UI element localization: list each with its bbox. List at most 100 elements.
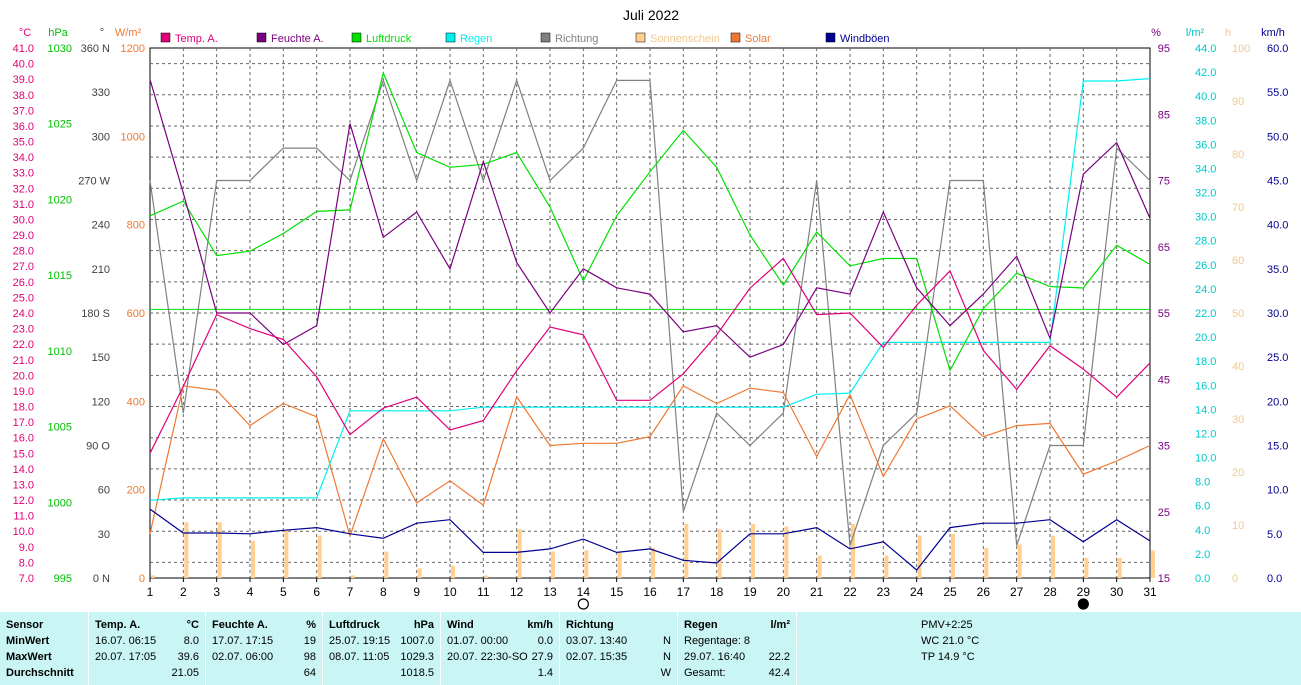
temp-tick-label: 9.0: [19, 542, 34, 554]
temp-tick-label: 7.0: [19, 573, 34, 585]
stats-col-rain: Regen l/m² Regentage: 8 29.07. 16:40 22.2 …: [678, 612, 797, 685]
temp-tick-label: 40.0: [13, 59, 34, 71]
legend-swatch: [351, 32, 362, 43]
solar-tick-label: 0: [139, 573, 145, 585]
sunshine-bar: [1151, 550, 1155, 578]
direction-tick-label: 330: [92, 87, 110, 99]
temp-tick-label: 30.0: [13, 214, 34, 226]
temp-tick-label: 16.0: [13, 433, 34, 445]
sunshine-bar: [951, 534, 955, 578]
temp-tick-label: 31.0: [13, 199, 34, 211]
x-tick-label: 5: [280, 585, 287, 599]
temp-tick-label: 24.0: [13, 308, 34, 320]
gust-tick-label: 30.0: [1267, 308, 1288, 320]
legend-swatch: [160, 32, 171, 43]
temp-tick-label: 23.0: [13, 324, 34, 336]
humidity-max-value: 98: [303, 651, 316, 663]
pressure-max-time: 08.07. 11:05: [329, 651, 390, 663]
gust-tick-label: 25.0: [1267, 352, 1288, 364]
x-tick-label: 3: [213, 585, 220, 599]
series-line-solar: [149, 385, 1151, 539]
rain-tick-label: 44.0: [1195, 43, 1216, 55]
direction-tick-label: 60: [98, 485, 110, 497]
sunshine-tick-label: 50: [1232, 308, 1244, 320]
rain-tick-label: 38.0: [1195, 115, 1216, 127]
solar-tick-label: 400: [127, 396, 145, 408]
temp-tick-label: 15.0: [13, 448, 34, 460]
pmv-header: PMV+2:25: [921, 619, 973, 631]
rain-tick-label: 14.0: [1195, 404, 1216, 416]
sunshine-tick-label: 80: [1232, 149, 1244, 161]
left-axes: 7.0 8.0 9.0 10.0 11.0 12.0 13.0 14.0 15.0 16.0 17.…: [13, 43, 145, 585]
series-line-temp-a: [149, 257, 1151, 454]
sunshine-bar: [484, 575, 489, 578]
humidity-avg-value: 64: [303, 667, 316, 679]
temp-tick-label: 41.0: [13, 43, 34, 55]
series-lines: [149, 71, 1151, 571]
solar-unit-label: W/m²: [115, 27, 142, 39]
direction-tick-label: 210: [92, 264, 110, 276]
direction-max-time: 02.07. 15:35: [566, 651, 628, 663]
solar-tick-label: 200: [127, 485, 145, 497]
x-axis: 1 2 3 4 5 6 7 8 9 10 11 12 13 14 15 16 17 18 19 20 21 22 23 24 2…: [147, 578, 1157, 610]
gust-tick-label: 55.0: [1267, 87, 1288, 99]
chart-legend: Temp. A. Feuchte A. Luftdruck Regen Richtung…: [160, 32, 890, 45]
rain-tick-label: 26.0: [1195, 260, 1216, 272]
new-moon-icon: [1077, 598, 1089, 610]
wind-max-value: 27.9: [531, 651, 553, 663]
sunshine-tick-label: 60: [1232, 255, 1244, 267]
temp-unit-label: °C: [19, 27, 31, 39]
gust-tick-label: 5.0: [1267, 529, 1282, 541]
sunshine-tick-label: 10: [1232, 520, 1244, 532]
legend-label: Richtung: [555, 33, 598, 45]
gust-tick-label: 0.0: [1267, 573, 1282, 585]
sunshine-bar: [217, 522, 222, 578]
sunshine-bar: [251, 540, 255, 578]
wind-unit: km/h: [527, 619, 553, 631]
series-line-windböen: [149, 508, 1151, 571]
x-tick-label: 29: [1077, 585, 1091, 599]
weather-chart: Juli 2022 °C hPa ° W/m²% l/m² h km/h Temp. A. F…: [13, 7, 1288, 610]
wind-min-value: 0.0: [537, 635, 553, 647]
humidity-tick-label: 85: [1158, 109, 1170, 121]
x-tick-label: 18: [710, 585, 724, 599]
row-label-avg: Durchschnitt: [6, 667, 74, 679]
rain-tick-label: 2.0: [1195, 549, 1210, 561]
row-label-min: MinWert: [6, 635, 50, 647]
stats-col-pressure: Luftdruck hPa 25.07. 19:15 1007.0 08.07. 1…: [323, 612, 441, 685]
sunshine-bar: [984, 547, 989, 578]
x-tick-label: 26: [977, 585, 991, 599]
stats-col-pmv: PMV+2:25 WC 21.0 °C TP 14.9 °C: [797, 612, 1300, 685]
sunshine-bar: [751, 523, 755, 578]
legend-swatch: [730, 32, 741, 43]
legend-swatch: [445, 32, 456, 43]
sunshine-bar: [651, 547, 655, 578]
pressure-min-time: 25.07. 19:15: [329, 635, 391, 647]
rain-tick-label: 34.0: [1195, 163, 1216, 175]
direction-tick-label: 150: [92, 352, 110, 364]
series-line-regen: [149, 78, 1151, 501]
pressure-tick-label: 1005: [48, 422, 72, 434]
direction-avg-value: W: [660, 667, 671, 679]
series-line-luftdruck: [149, 71, 1151, 372]
sunshine-bar: [184, 522, 189, 578]
temp-max-time: 20.07. 17:05: [95, 651, 157, 663]
temp-tick-label: 12.0: [13, 495, 34, 507]
rain-total-value: 42.4: [768, 667, 790, 679]
pressure-unit-label: hPa: [48, 27, 68, 39]
x-tick-label: 13: [543, 585, 557, 599]
sunshine-tick-label: 20: [1232, 467, 1244, 479]
legend-label: Solar: [745, 33, 771, 45]
pmv-tp: TP 14.9 °C: [921, 651, 975, 663]
sunshine-bar: [551, 551, 555, 578]
direction-tick-label: 360 N: [81, 43, 110, 55]
humidity-tick-label: 35: [1158, 441, 1170, 453]
x-tick-label: 28: [1043, 585, 1057, 599]
wind-header: Wind: [447, 619, 474, 631]
solar-tick-label: 1000: [121, 131, 145, 143]
sunshine-tick-label: 70: [1232, 202, 1244, 214]
sunshine-bar: [917, 535, 922, 578]
rain-unit-label: l/m²: [1186, 27, 1205, 39]
rain-tick-label: 22.0: [1195, 308, 1216, 320]
temp-tick-label: 32.0: [13, 183, 34, 195]
